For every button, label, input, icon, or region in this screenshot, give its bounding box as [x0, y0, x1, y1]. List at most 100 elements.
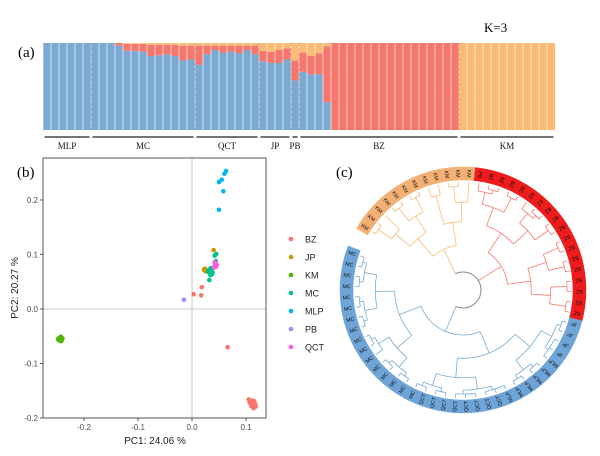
admixture-segment: [115, 43, 123, 46]
admixture-segment: [331, 43, 339, 130]
branch: [503, 385, 507, 390]
leaf-label: BZ: [575, 276, 582, 283]
admixture-segment: [123, 43, 131, 51]
branch: [536, 362, 541, 367]
branch: [389, 366, 394, 370]
admixture-segment: [195, 64, 203, 130]
leaf-label: QCT: [464, 400, 470, 412]
data-point-mlp: [216, 179, 222, 185]
leaf-label: KM: [373, 205, 383, 215]
admixture-segment: [235, 45, 243, 54]
branch: [417, 238, 434, 257]
leaf-label: JP: [566, 330, 574, 338]
leaf-label: PB: [476, 171, 483, 179]
branch: [434, 390, 437, 395]
admixture-segment: [323, 43, 331, 47]
admixture-segment: [219, 45, 227, 53]
y-tick-label: -0.2: [24, 414, 38, 423]
branch: [444, 392, 447, 397]
branch: [365, 334, 370, 338]
leaf-label: KM: [431, 172, 439, 181]
branch: [356, 306, 361, 308]
branch: [364, 272, 377, 276]
leaf-label: KM: [390, 190, 399, 200]
admixture-segment: [227, 43, 235, 46]
leaf-label: QCT: [429, 396, 438, 409]
panel-label-c: (c): [336, 165, 353, 181]
branch: [398, 357, 408, 368]
branch: [371, 337, 376, 340]
branch: [543, 355, 547, 359]
leaf-label: MLP: [505, 390, 515, 403]
legend-label: JP: [305, 253, 316, 263]
admixture-segment: [243, 49, 251, 130]
admixture-segment: [83, 43, 91, 130]
admixture-segment: [411, 43, 419, 130]
admixture-segment: [251, 45, 259, 55]
branch: [519, 213, 528, 224]
admixture-segment: [315, 74, 323, 130]
branch: [513, 230, 529, 245]
admixture-segment: [491, 43, 499, 130]
legend-label: KM: [305, 271, 319, 281]
group-label: MC: [136, 141, 150, 151]
admixture-segment: [275, 43, 283, 50]
data-point-mlp: [221, 188, 226, 194]
admixture-segment: [155, 55, 163, 130]
branch: [382, 359, 387, 363]
branch-arc: [443, 221, 462, 225]
leaf-label: BZ: [535, 198, 544, 207]
branch: [515, 359, 524, 371]
legend-key-mlp: [288, 308, 294, 314]
branch: [370, 343, 375, 347]
admixture-segment: [299, 71, 307, 130]
leaf-label: KM: [410, 179, 419, 189]
admixture-segment: [275, 49, 283, 64]
branch: [507, 280, 531, 285]
branch: [549, 347, 554, 351]
admixture-segment: [379, 43, 387, 130]
admixture-segment: [347, 43, 355, 130]
leaf-label: BZ: [557, 223, 566, 232]
branch-arc: [385, 359, 394, 368]
branch: [453, 186, 456, 203]
admixture-segment: [187, 43, 195, 46]
branch: [503, 197, 512, 213]
branch-arc: [488, 188, 498, 193]
admixture-segment: [187, 45, 195, 60]
admixture-segment: [267, 51, 275, 64]
group-label: JP: [271, 141, 280, 151]
branch: [475, 376, 478, 390]
admixture-segment: [91, 43, 99, 130]
leaf-label: MC: [347, 250, 357, 258]
y-tick-label: -0.1: [24, 359, 38, 368]
leaf-label: BZ: [574, 265, 582, 272]
branch: [447, 182, 450, 188]
branch: [531, 208, 535, 213]
leaf-label: MLP: [547, 357, 559, 369]
branch-arc: [391, 229, 400, 240]
admixture-segment: [259, 50, 267, 62]
admixture-segment: [251, 54, 259, 131]
branch: [565, 270, 570, 273]
data-point-bz: [198, 293, 204, 298]
admixture-segment: [251, 43, 259, 46]
data-point-pb: [181, 297, 187, 303]
admixture-segment: [499, 43, 507, 130]
admixture-segment: [235, 43, 243, 46]
leaf-label: MC: [345, 261, 354, 269]
group-label: MLP: [58, 141, 77, 151]
leaf-label: KM: [420, 175, 428, 184]
admixture-segment: [259, 61, 267, 130]
admixture-segment: [131, 43, 139, 51]
leaf-label: KM: [366, 214, 376, 224]
data-point-bz: [247, 400, 253, 406]
legend-key-jp: [288, 254, 294, 260]
branch: [418, 191, 421, 196]
admixture-segment: [171, 56, 179, 130]
admixture-segment: [219, 43, 227, 46]
branch: [515, 196, 519, 201]
branch-arc: [555, 243, 561, 253]
admixture-segment: [147, 43, 155, 45]
